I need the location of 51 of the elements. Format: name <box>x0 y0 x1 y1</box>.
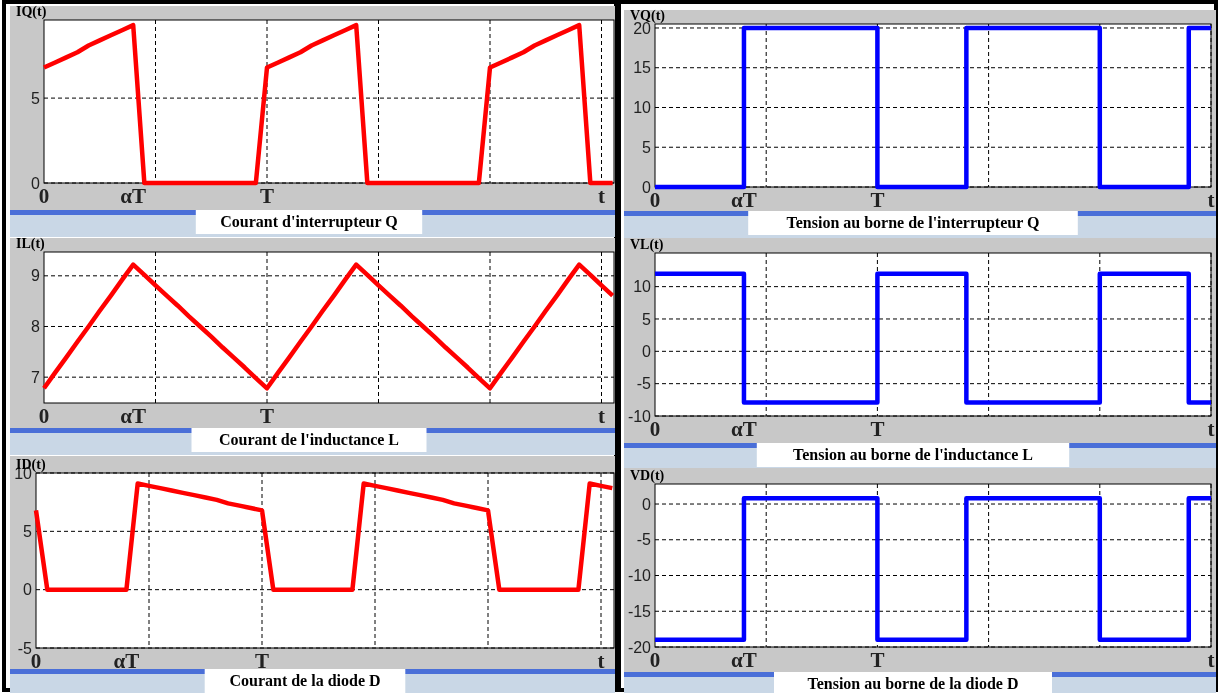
y-tick-label: -5 <box>17 639 33 657</box>
y-tick-label: 15 <box>633 59 652 77</box>
x-tick-label: αT <box>120 404 147 428</box>
x-tick-label: αT <box>731 417 757 441</box>
y-axis-title: IL(t) <box>16 236 46 252</box>
x-tick-label: αT <box>113 649 140 673</box>
x-tick-label: t <box>598 184 605 208</box>
x-tick-label: t <box>597 649 605 673</box>
text: Courant de l'inductance L <box>218 431 400 448</box>
text: Tension au borne de la diode D <box>807 675 1019 692</box>
y-tick-label: 0 <box>642 342 652 360</box>
x-tick-label: T <box>254 649 270 673</box>
y-axis-title: VD(t) <box>630 468 665 484</box>
line-series <box>33 481 615 592</box>
x-tick-label: t <box>1207 648 1215 672</box>
y-tick-label: 0 <box>642 495 652 513</box>
y-tick-label: 10 <box>633 278 652 296</box>
y-tick-label: -20 <box>627 638 652 656</box>
y-tick-label: 5 <box>23 522 33 540</box>
y-tick-label: 10 <box>633 99 652 117</box>
y-axis-title: VL(t) <box>630 237 664 253</box>
y-tick-label: 5 <box>642 310 652 328</box>
x-tick-label: αT <box>120 184 147 208</box>
x-tick-label: T <box>870 417 885 441</box>
x-tick-label: αT <box>731 188 757 212</box>
y-tick-label: 0 <box>23 581 33 599</box>
x-tick-label: αT <box>731 648 757 672</box>
text: Courant de la diode D <box>229 672 381 689</box>
y-tick-label: 7 <box>31 368 41 386</box>
text: Tension au borne de l'interrupteur Q <box>786 214 1040 232</box>
x-tick-label: T <box>259 404 275 428</box>
x-tick-label: t <box>1207 188 1215 212</box>
x-tick-label: T <box>259 184 275 208</box>
line-series <box>41 262 615 391</box>
x-tick-label: T <box>870 648 885 672</box>
y-tick-label: 9 <box>31 267 41 285</box>
y-tick-label: -15 <box>627 602 652 620</box>
y-tick-label: 5 <box>642 138 652 156</box>
line-series <box>41 22 615 186</box>
x-tick-label: t <box>1207 417 1215 441</box>
y-tick-label: -5 <box>636 375 652 393</box>
y-axis-title: IQ(t) <box>16 4 47 20</box>
y-tick-label: 8 <box>31 318 41 336</box>
y-tick-label: 5 <box>31 89 41 107</box>
text: Courant d'interrupteur Q <box>220 213 398 231</box>
y-tick-label: -10 <box>627 567 652 585</box>
y-tick-label: -5 <box>636 531 652 549</box>
x-tick-label: t <box>598 404 605 428</box>
y-tick-label: -10 <box>627 407 652 425</box>
text: Tension au borne de l'inductance L <box>793 446 1033 463</box>
x-tick-label: T <box>870 188 885 212</box>
